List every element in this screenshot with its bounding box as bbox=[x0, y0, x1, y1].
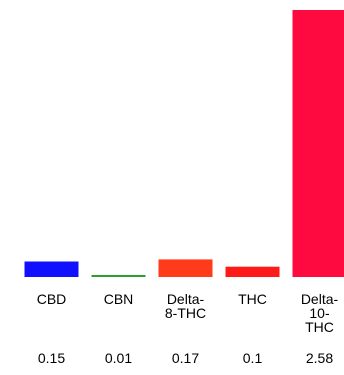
category-label-cbn: CBN bbox=[104, 291, 134, 307]
category-label-line: Delta- bbox=[301, 291, 339, 307]
category-label-line: CBN bbox=[104, 291, 134, 307]
category-label-cbd: CBD bbox=[37, 291, 67, 307]
category-label-delta-8-thc: Delta-8-THC bbox=[165, 291, 206, 321]
bar-cbd bbox=[24, 261, 79, 277]
category-label-line: 10- bbox=[309, 305, 330, 321]
bar-delta-8-thc bbox=[158, 259, 213, 277]
bar-thc bbox=[225, 266, 280, 277]
category-label-line: THC bbox=[238, 291, 267, 307]
category-label-line: THC bbox=[305, 319, 334, 335]
category-label-thc: THC bbox=[238, 291, 267, 307]
category-label-line: CBD bbox=[37, 291, 67, 307]
value-label-delta-8-thc: 0.17 bbox=[172, 350, 199, 366]
category-label-line: Delta- bbox=[167, 291, 205, 307]
value-label-cbn: 0.01 bbox=[105, 350, 132, 366]
bar-cbn bbox=[91, 275, 146, 277]
category-label-delta-10-thc: Delta-10-THC bbox=[301, 291, 339, 335]
category-label-line: 8-THC bbox=[165, 305, 206, 321]
bars-group bbox=[24, 10, 344, 277]
value-label-thc: 0.1 bbox=[243, 350, 263, 366]
value-label-delta-10-thc: 2.58 bbox=[306, 350, 333, 366]
value-labels-group: 0.15 0.01 0.17 0.1 2.58 bbox=[38, 350, 333, 366]
bar-delta-10-thc bbox=[292, 10, 344, 277]
value-label-cbd: 0.15 bbox=[38, 350, 65, 366]
